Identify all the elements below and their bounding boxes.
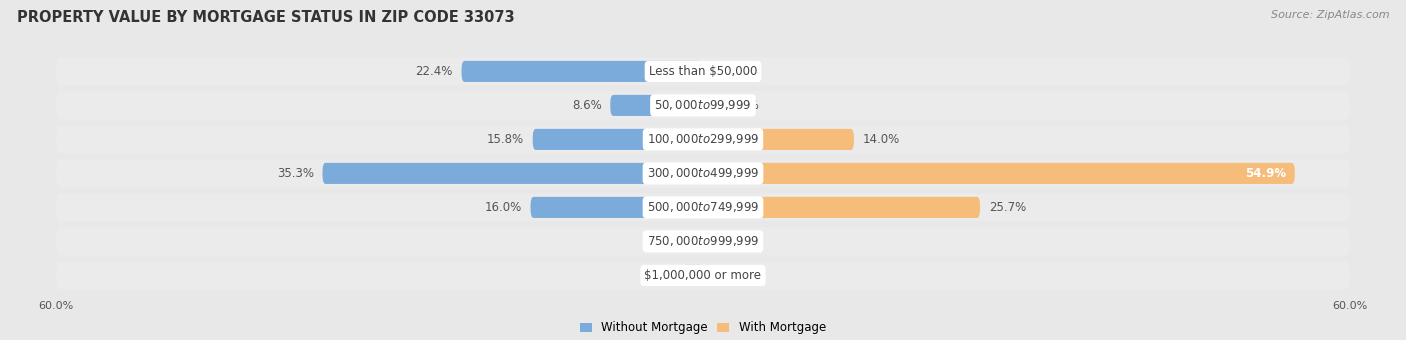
Text: $500,000 to $749,999: $500,000 to $749,999 (647, 200, 759, 215)
Text: 35.3%: 35.3% (277, 167, 314, 180)
FancyBboxPatch shape (703, 95, 721, 116)
FancyBboxPatch shape (703, 265, 713, 286)
Text: $750,000 to $999,999: $750,000 to $999,999 (647, 234, 759, 249)
Text: 15.8%: 15.8% (486, 133, 524, 146)
Text: $100,000 to $299,999: $100,000 to $299,999 (647, 132, 759, 147)
Text: 54.9%: 54.9% (1246, 167, 1286, 180)
Text: 22.4%: 22.4% (416, 65, 453, 78)
FancyBboxPatch shape (322, 163, 703, 184)
Text: $1,000,000 or more: $1,000,000 or more (644, 269, 762, 282)
FancyBboxPatch shape (56, 125, 1350, 153)
FancyBboxPatch shape (703, 163, 1295, 184)
Text: 16.0%: 16.0% (485, 201, 522, 214)
FancyBboxPatch shape (56, 193, 1350, 221)
Text: 25.7%: 25.7% (988, 201, 1026, 214)
FancyBboxPatch shape (530, 197, 703, 218)
FancyBboxPatch shape (461, 61, 703, 82)
Text: 14.0%: 14.0% (862, 133, 900, 146)
FancyBboxPatch shape (703, 231, 714, 252)
Text: 1.7%: 1.7% (730, 65, 759, 78)
Text: Source: ZipAtlas.com: Source: ZipAtlas.com (1271, 10, 1389, 20)
Text: 1.9%: 1.9% (644, 269, 673, 282)
FancyBboxPatch shape (56, 57, 1350, 85)
Text: Less than $50,000: Less than $50,000 (648, 65, 758, 78)
Text: 0.94%: 0.94% (721, 269, 759, 282)
FancyBboxPatch shape (682, 265, 703, 286)
Text: 1.1%: 1.1% (724, 235, 754, 248)
FancyBboxPatch shape (703, 61, 721, 82)
Text: 1.7%: 1.7% (730, 99, 759, 112)
FancyBboxPatch shape (56, 261, 1350, 289)
Text: 8.6%: 8.6% (572, 99, 602, 112)
FancyBboxPatch shape (610, 95, 703, 116)
FancyBboxPatch shape (533, 129, 703, 150)
Legend: Without Mortgage, With Mortgage: Without Mortgage, With Mortgage (575, 317, 831, 339)
Text: PROPERTY VALUE BY MORTGAGE STATUS IN ZIP CODE 33073: PROPERTY VALUE BY MORTGAGE STATUS IN ZIP… (17, 10, 515, 25)
FancyBboxPatch shape (703, 129, 853, 150)
FancyBboxPatch shape (56, 227, 1350, 255)
FancyBboxPatch shape (56, 91, 1350, 119)
Text: $300,000 to $499,999: $300,000 to $499,999 (647, 166, 759, 181)
FancyBboxPatch shape (56, 159, 1350, 187)
FancyBboxPatch shape (703, 197, 980, 218)
Text: $50,000 to $99,999: $50,000 to $99,999 (654, 98, 752, 113)
Text: 0.0%: 0.0% (665, 235, 695, 248)
